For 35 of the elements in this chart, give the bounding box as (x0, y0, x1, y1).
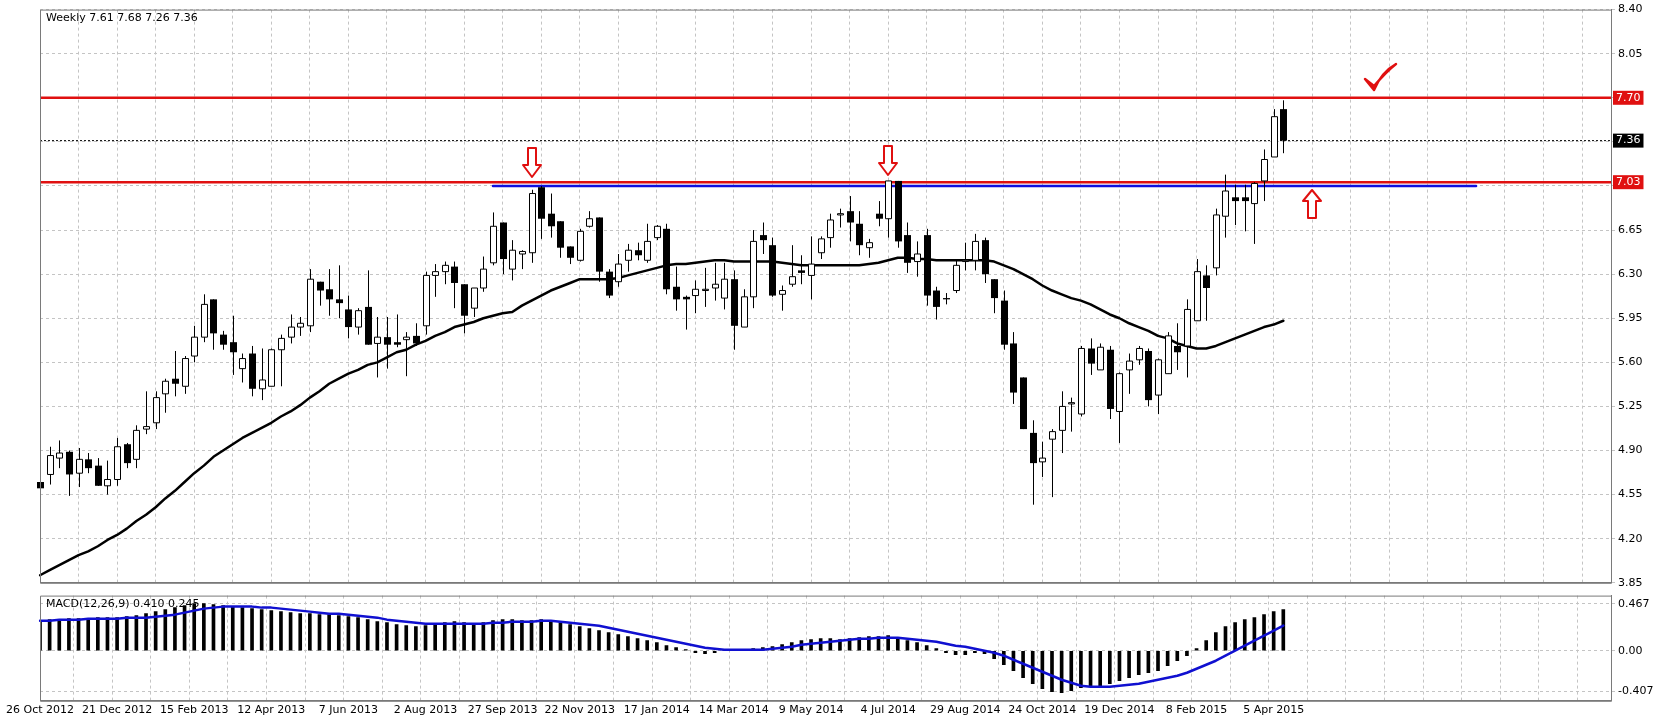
x-tick-label: 9 May 2014 (778, 703, 844, 717)
x-tick-label: 12 Apr 2013 (237, 703, 306, 717)
x-tick-label: 26 Oct 2012 (5, 703, 75, 717)
ref-line-label: 7.36 (1616, 133, 1641, 147)
x-tick-label: 7 Jun 2013 (318, 703, 379, 717)
y-tick-label: 5.60 (1618, 355, 1643, 369)
y-tick-label: 0.00 (1618, 643, 1643, 657)
y-tick-label: 8.05 (1618, 46, 1643, 60)
x-tick-label: 2 Aug 2013 (393, 703, 458, 717)
y-tick-label: -0.407 (1618, 684, 1654, 698)
y-tick-label: 3.85 (1618, 575, 1643, 589)
x-tick-label: 5 Apr 2015 (1243, 703, 1305, 717)
x-tick-label: 14 Mar 2014 (699, 703, 769, 717)
ref-line-label: 7.70 (1616, 90, 1641, 104)
y-tick-label: 6.30 (1618, 267, 1643, 281)
y-tick-label: 5.25 (1618, 399, 1643, 413)
x-tick-label: 21 Dec 2012 (81, 703, 153, 717)
y-tick-label: 0.467 (1618, 596, 1650, 610)
y-tick-label: 4.20 (1618, 531, 1643, 545)
x-tick-label: 17 Jan 2014 (623, 703, 690, 717)
y-tick-label: 8.40 (1618, 2, 1643, 16)
ref-line-label: 7.03 (1616, 175, 1641, 189)
x-tick-label: 29 Aug 2014 (930, 703, 1001, 717)
chart-title: Weekly 7.61 7.68 7.26 7.36 (46, 11, 198, 25)
x-tick-label: 24 Oct 2014 (1008, 703, 1077, 717)
x-tick-label: 15 Feb 2013 (159, 703, 229, 717)
x-tick-label: 4 Jul 2014 (860, 703, 916, 717)
x-tick-label: 27 Sep 2013 (467, 703, 538, 717)
x-tick-label: 8 Feb 2015 (1165, 703, 1228, 717)
y-tick-label: 4.55 (1618, 487, 1643, 501)
x-tick-label: 19 Dec 2014 (1084, 703, 1155, 717)
y-tick-label: 5.95 (1618, 311, 1643, 325)
x-tick-label: 22 Nov 2013 (544, 703, 615, 717)
y-tick-label: 4.90 (1618, 443, 1643, 457)
y-tick-label: 6.65 (1618, 222, 1643, 236)
